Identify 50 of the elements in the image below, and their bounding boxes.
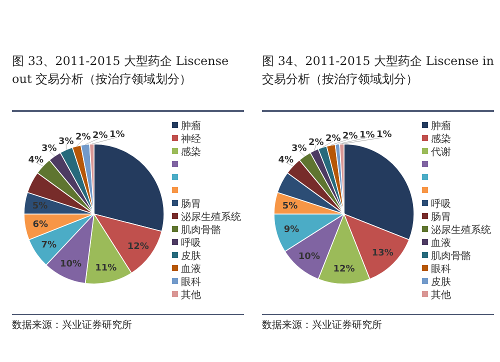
- legend-label: 呼吸: [181, 237, 201, 249]
- legend-label: 肿瘤: [181, 120, 201, 132]
- legend-label: 肌肉骨骼: [181, 224, 221, 236]
- legend-label: 感染: [431, 133, 451, 145]
- data-label: 1%: [360, 130, 375, 141]
- chart-title: 图 34、2011-2015 大型药企 Liscense in 交易分析（按治疗领域划分）: [262, 53, 494, 88]
- legend-label: 泌尿生殖系统: [181, 211, 241, 223]
- data-label: 11%: [95, 263, 117, 274]
- legend-label: 皮肤: [181, 250, 201, 262]
- data-label: 4%: [278, 155, 294, 166]
- data-label: 5%: [32, 201, 48, 212]
- data-label: 13%: [372, 248, 394, 259]
- data-label: 7%: [41, 240, 56, 251]
- source-note: 数据来源：兴业证券研究所: [262, 314, 494, 332]
- legend-label: 肌肉骨骼: [431, 250, 471, 262]
- chart-title: 图 33、2011-2015 大型药企 Liscense out 交易分析（按治疗领域划分）: [12, 53, 230, 88]
- legend-label: 泌尿生殖系统: [431, 224, 491, 236]
- source-note: 数据来源：兴业证券研究所: [12, 314, 244, 332]
- data-label: 2%: [342, 132, 358, 142]
- data-label: 10%: [298, 252, 320, 262]
- data-label: 2%: [92, 130, 108, 141]
- legend-label: 神经: [181, 133, 201, 145]
- data-label: 3%: [58, 136, 74, 147]
- data-label: 9%: [284, 225, 300, 236]
- legend-label: 其他: [431, 289, 451, 301]
- legend-label: 肿瘤: [431, 120, 451, 132]
- data-label: 2%: [308, 138, 324, 148]
- data-label: 5%: [282, 201, 298, 212]
- data-label: 1%: [376, 130, 392, 140]
- legend-label: 血液: [181, 263, 201, 275]
- legend-label: 代谢: [430, 146, 451, 158]
- data-label: 2%: [326, 134, 341, 144]
- legend-label: 其他: [181, 289, 201, 301]
- data-label: 3%: [292, 144, 307, 154]
- legend-label: 感染: [181, 146, 201, 158]
- legend-label: 血液: [431, 237, 451, 249]
- legend-label: 呼吸: [431, 198, 451, 210]
- data-label: 12%: [333, 264, 355, 275]
- data-label: 3%: [42, 144, 57, 154]
- legend-label: 眼科: [431, 263, 451, 275]
- legend-label: 皮肤: [431, 276, 451, 288]
- data-label: 6%: [32, 220, 48, 230]
- data-label: 1%: [110, 130, 125, 140]
- data-label: 10%: [60, 259, 82, 270]
- legend-label: 眼科: [181, 276, 201, 288]
- data-label: 12%: [127, 242, 149, 252]
- data-label: 2%: [76, 132, 91, 143]
- legend-label: 肠胃: [181, 199, 201, 210]
- data-label: 4%: [28, 155, 44, 166]
- legend-label: 肠胃: [431, 212, 451, 223]
